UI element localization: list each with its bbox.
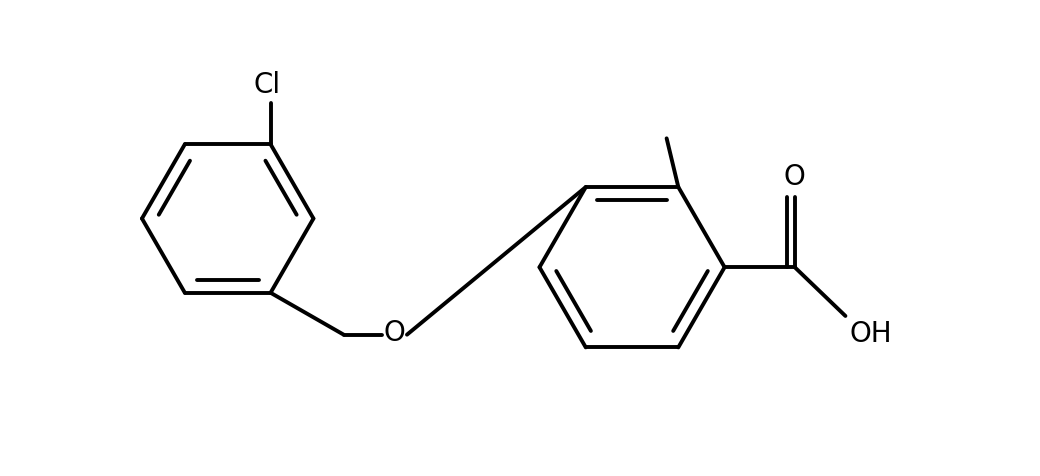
Text: Cl: Cl (253, 71, 280, 99)
Text: O: O (384, 319, 406, 347)
Text: O: O (784, 163, 806, 191)
Text: OH: OH (850, 320, 892, 348)
